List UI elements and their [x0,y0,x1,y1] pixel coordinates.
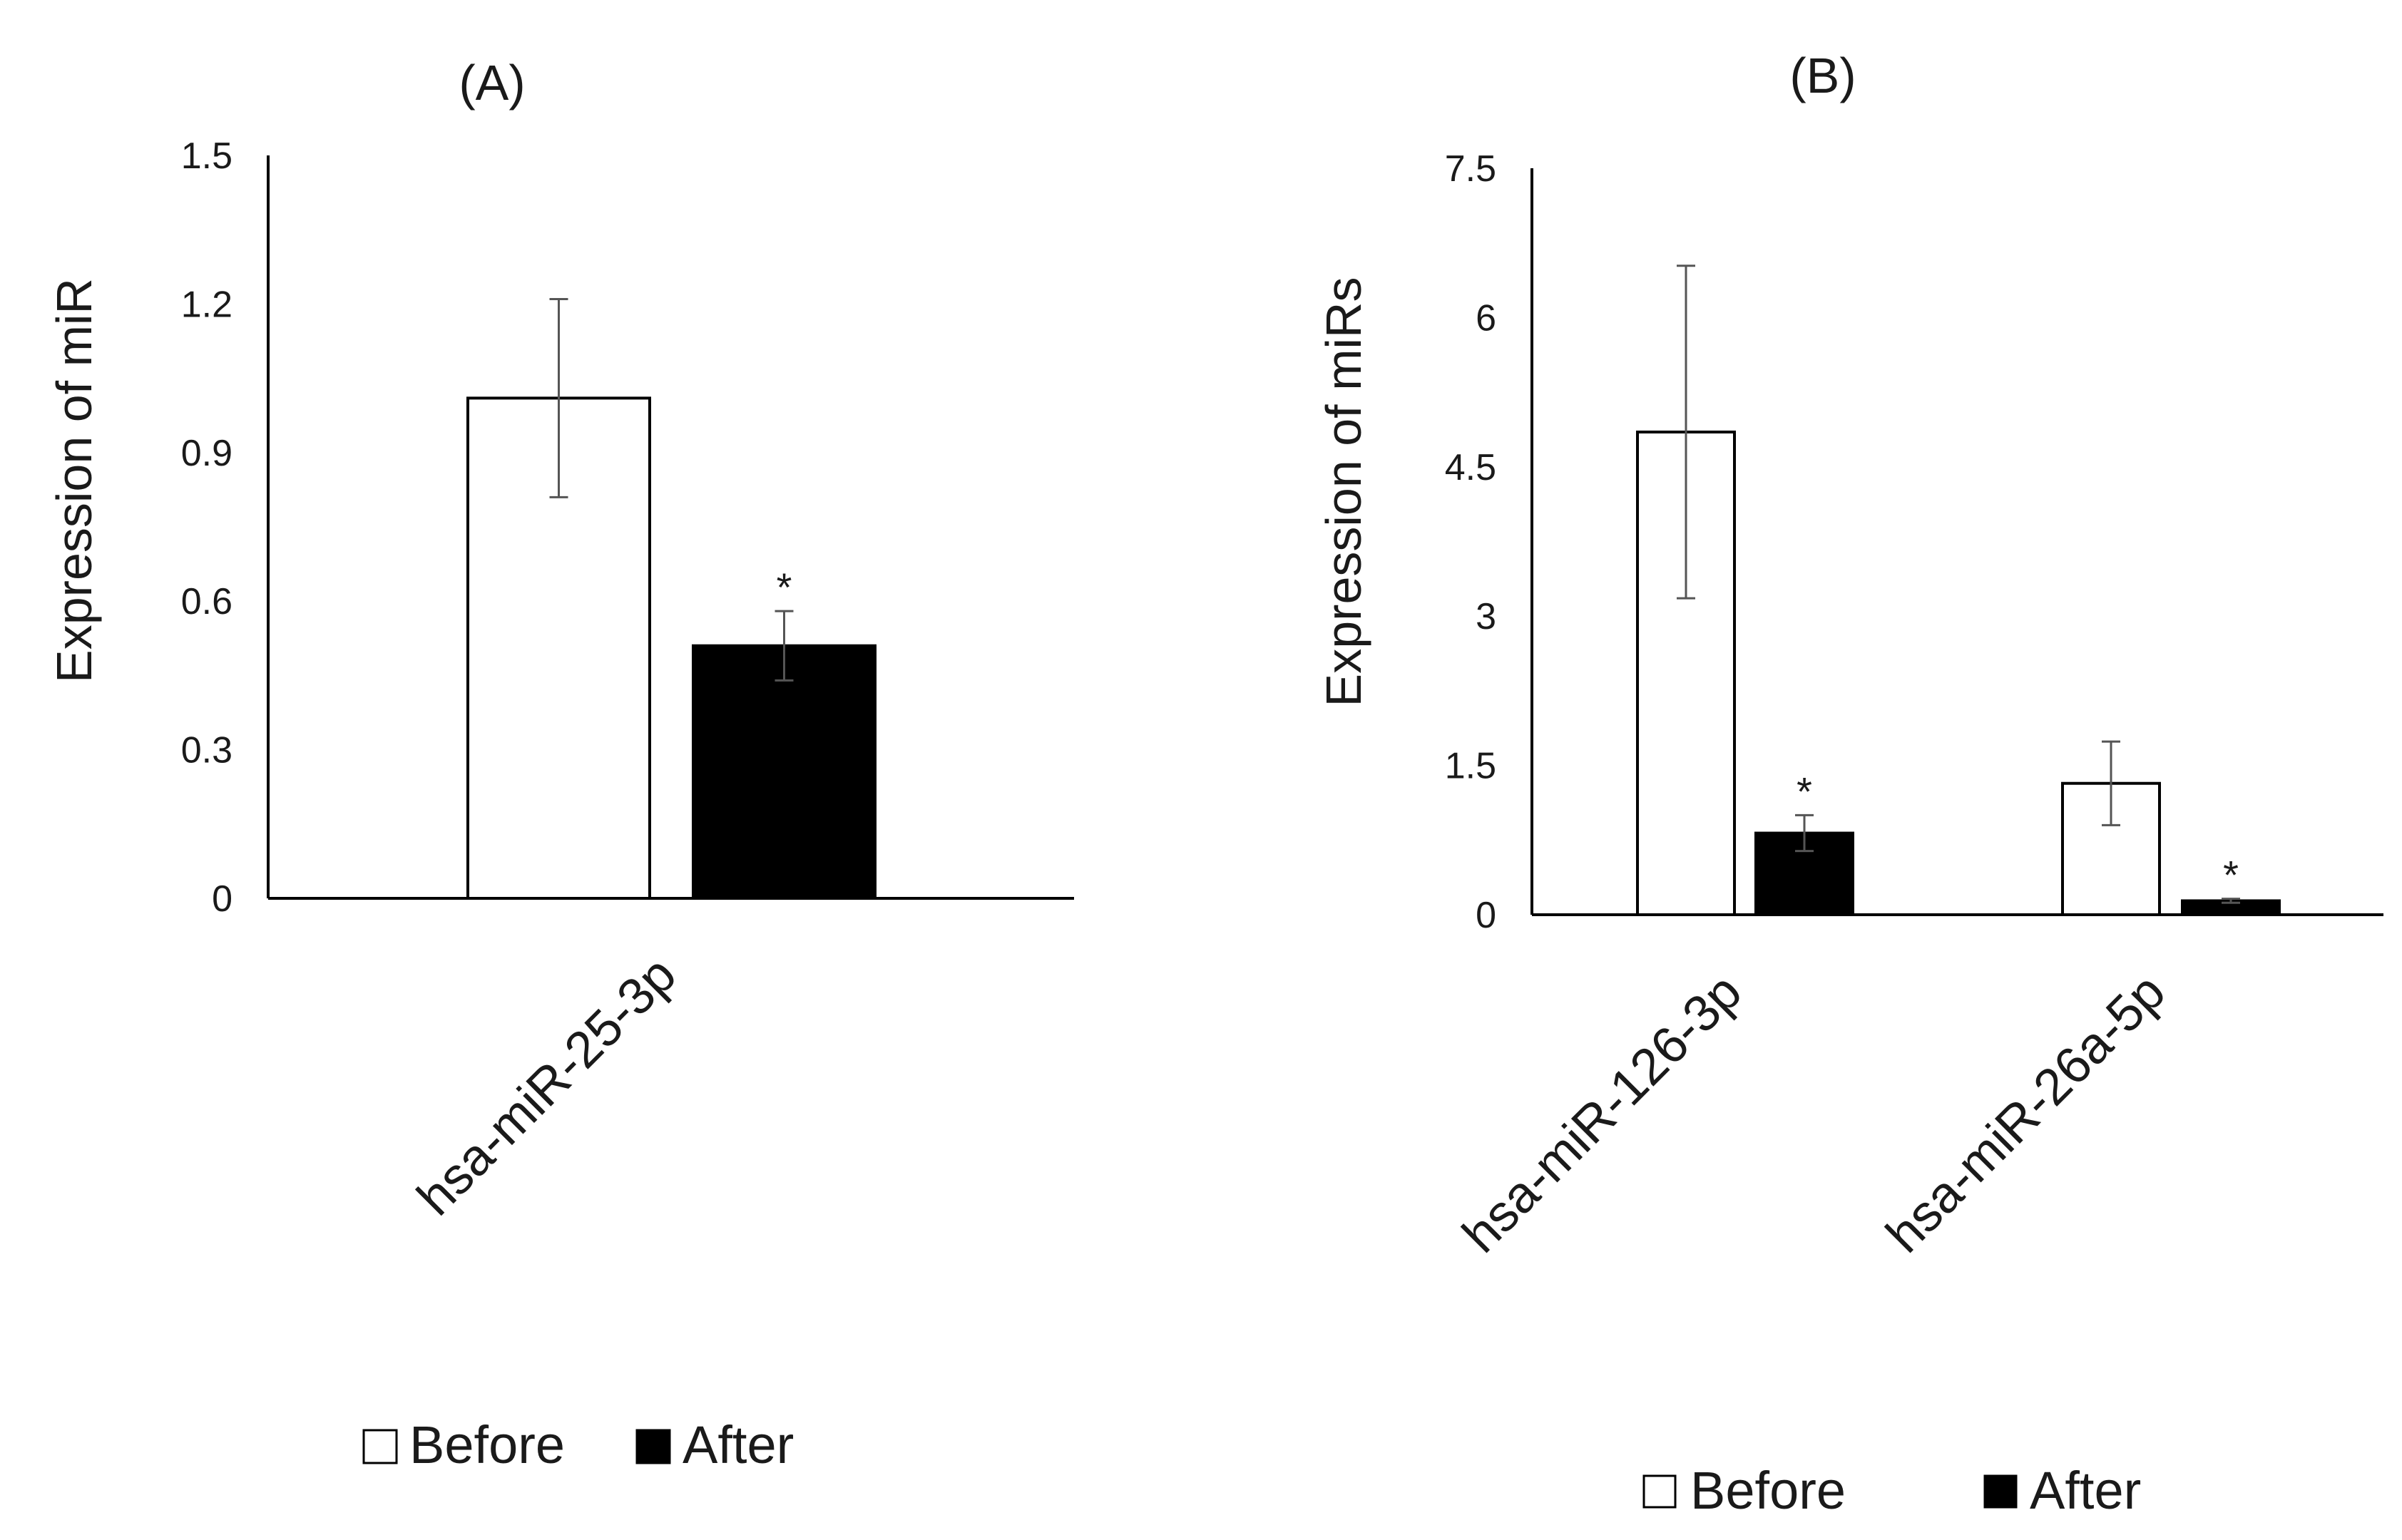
panel-b: (B) Expression of miRs 01.534.567.5 ** h… [1316,48,2383,1520]
panel-b-y-ticks: 0 1.5 3 4.5 6 7.5 [1445,148,1496,936]
y-tick-label: 6 [1476,297,1496,339]
y-tick-label: 1.5 [1445,746,1496,787]
y-tick-label: 0.6 [181,581,232,622]
y-tick-label: 1.5 [181,135,232,177]
legend-swatch-before [1642,1474,1677,1509]
legend-label-after: After [683,1415,794,1474]
x-category-label: hsa-miR-25-3p [407,946,687,1226]
y-tick-label: 1.2 [181,284,232,325]
panel-a-error-bars [549,297,794,682]
panel-a-significance: * [777,565,792,610]
panel-b-error-bars [1677,265,2240,904]
significance-star: * [2223,853,2239,898]
panel-a-legend: Before After [362,1415,794,1474]
significance-star: * [1797,769,1812,813]
panel-b-x-labels: hsa-miR-126-3p hsa-miR-26a-5p [1452,963,2177,1264]
panel-a-ylabel: Expression of miR [46,278,102,683]
legend-swatch-after [635,1429,671,1464]
significance-star: * [777,565,792,610]
y-tick-label: 4.5 [1445,447,1496,488]
panel-b-significance: ** [1797,769,2239,897]
legend-label-before: Before [1690,1461,1846,1520]
panel-a-y-ticks: 0 0.3 0.6 0.9 1.2 1.5 [181,135,232,920]
x-category-label: hsa-miR-126-3p [1452,963,1753,1264]
panel-a-bars [466,396,877,900]
legend-label-after: After [2030,1461,2141,1520]
bar-after [692,644,877,900]
y-tick-label: 0.9 [181,433,232,474]
panel-b-label: (B) [1789,48,1856,103]
y-tick-label: 0 [1476,895,1496,936]
legend-swatch-after [1983,1474,2018,1509]
panel-a: (A) Expression of miR 0 0.3 0.6 0.9 1.2 1.5 *… [46,55,1074,1474]
bar-after [1754,831,1854,916]
y-tick-label: 3 [1476,596,1496,637]
panel-b-ylabel: Expression of miRs [1316,277,1371,707]
x-category-label: hsa-miR-26a-5p [1876,963,2177,1264]
y-tick-label: 0.3 [181,730,232,771]
y-tick-label: 0 [212,878,232,920]
panel-b-legend: Before After [1642,1461,2141,1520]
legend-label-before: Before [409,1415,565,1474]
panel-b-bars [1636,430,2281,917]
panel-a-label: (A) [459,55,525,111]
panel-a-x-labels: hsa-miR-25-3p [407,946,687,1226]
y-tick-label: 7.5 [1445,148,1496,190]
legend-swatch-before [362,1429,398,1464]
